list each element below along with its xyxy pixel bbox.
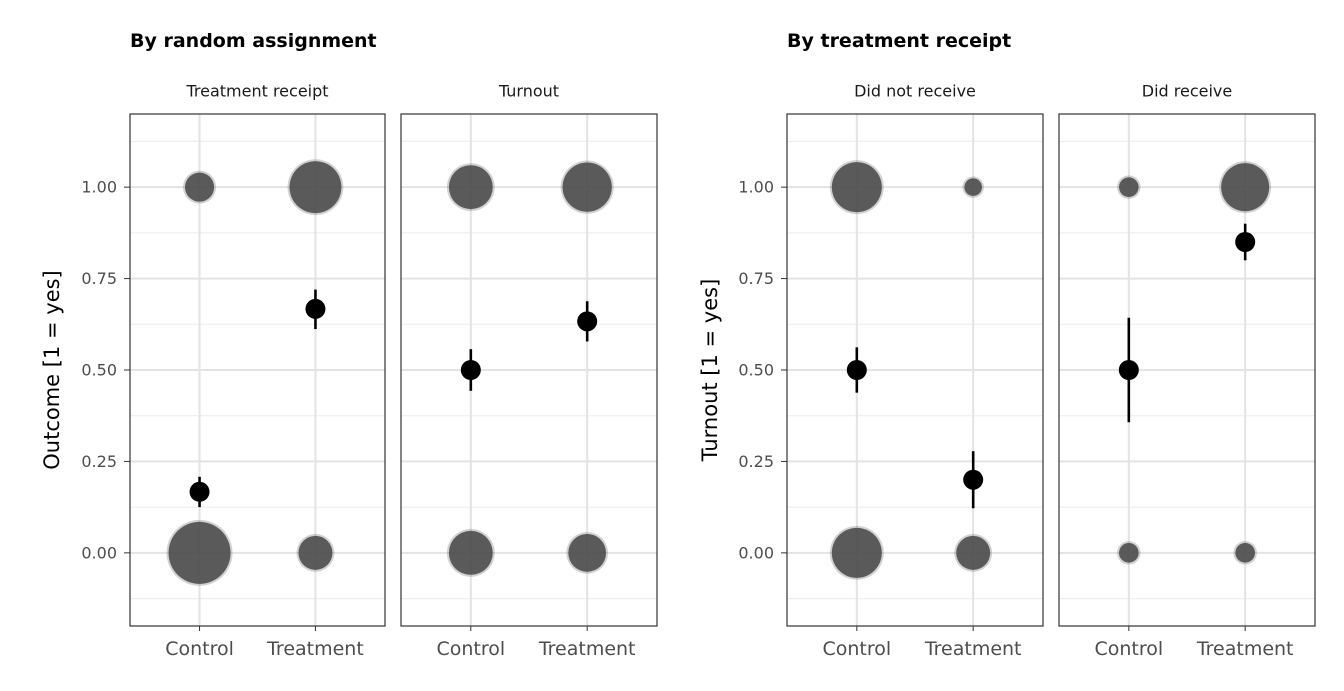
panel-border xyxy=(129,113,386,627)
mean-point xyxy=(189,481,210,502)
y-axis-label: Outcome [1 = yes] xyxy=(40,270,64,470)
y-tick-label: 0.00 xyxy=(81,543,117,562)
bubble xyxy=(289,161,342,214)
mean-point xyxy=(1118,360,1139,380)
x-tick-label: Control xyxy=(436,638,505,660)
y-tick-label: 0.25 xyxy=(738,452,774,471)
panel-border xyxy=(786,113,1044,627)
chart-title: By treatment receipt xyxy=(787,30,1011,52)
bubble xyxy=(956,535,991,570)
mean-point xyxy=(305,298,326,319)
bubble xyxy=(1221,163,1270,212)
panel: Did receive Control Treatment xyxy=(1058,82,1316,660)
bubble xyxy=(448,530,493,575)
mean-point xyxy=(963,469,984,490)
x-tick-label: Treatment xyxy=(1196,638,1294,660)
panel-border xyxy=(1058,113,1316,627)
panel: Did not receive Control Treatment xyxy=(786,82,1044,660)
x-tick-label: Control xyxy=(165,638,234,660)
mean-point xyxy=(1235,232,1256,252)
bubble xyxy=(185,172,215,202)
chart-title: By random assignment xyxy=(130,30,377,52)
panel-border xyxy=(400,113,658,627)
mean-point xyxy=(846,360,867,380)
strip-label: Did not receive xyxy=(854,82,976,101)
bubble xyxy=(568,534,607,572)
y-tick-label: 0.75 xyxy=(738,269,774,288)
y-tick-label: 0.50 xyxy=(81,361,117,380)
mean-point xyxy=(460,360,481,380)
strip-label: Did receive xyxy=(1142,82,1232,101)
x-tick-label: Control xyxy=(822,638,891,660)
bubble xyxy=(831,162,882,213)
bubble xyxy=(1119,177,1139,197)
panel: Turnout Control Treatment xyxy=(400,82,658,660)
mean-point xyxy=(577,311,598,332)
y-tick-label: 1.00 xyxy=(738,178,774,197)
y-tick-label: 0.00 xyxy=(738,543,774,562)
y-tick-label: 0.75 xyxy=(81,269,117,288)
bubble xyxy=(1235,543,1255,563)
x-tick-label: Treatment xyxy=(924,638,1022,660)
y-tick-label: 1.00 xyxy=(81,178,117,197)
y-tick-label: 0.25 xyxy=(81,452,117,471)
x-tick-label: Treatment xyxy=(266,638,364,660)
bubble xyxy=(562,162,612,212)
bubble xyxy=(964,178,982,196)
chart-group: By treatment receipt Turnout [1 = yes] 0.0… xyxy=(698,30,1316,660)
bubble xyxy=(298,535,333,570)
bubble xyxy=(168,521,231,584)
bubble xyxy=(448,165,493,210)
bubble xyxy=(1119,543,1139,563)
chart-group: By random assignment Outcome [1 = yes] 0.0… xyxy=(40,30,658,660)
x-tick-label: Treatment xyxy=(538,638,636,660)
bubble xyxy=(831,527,882,578)
strip-label: Turnout xyxy=(498,82,559,101)
strip-label: Treatment receipt xyxy=(185,82,328,101)
y-axis-label: Turnout [1 = yes] xyxy=(698,279,722,463)
y-tick-label: 0.50 xyxy=(738,361,774,380)
x-tick-label: Control xyxy=(1094,638,1163,660)
panel: Treatment receipt Control Treatment xyxy=(129,82,386,660)
